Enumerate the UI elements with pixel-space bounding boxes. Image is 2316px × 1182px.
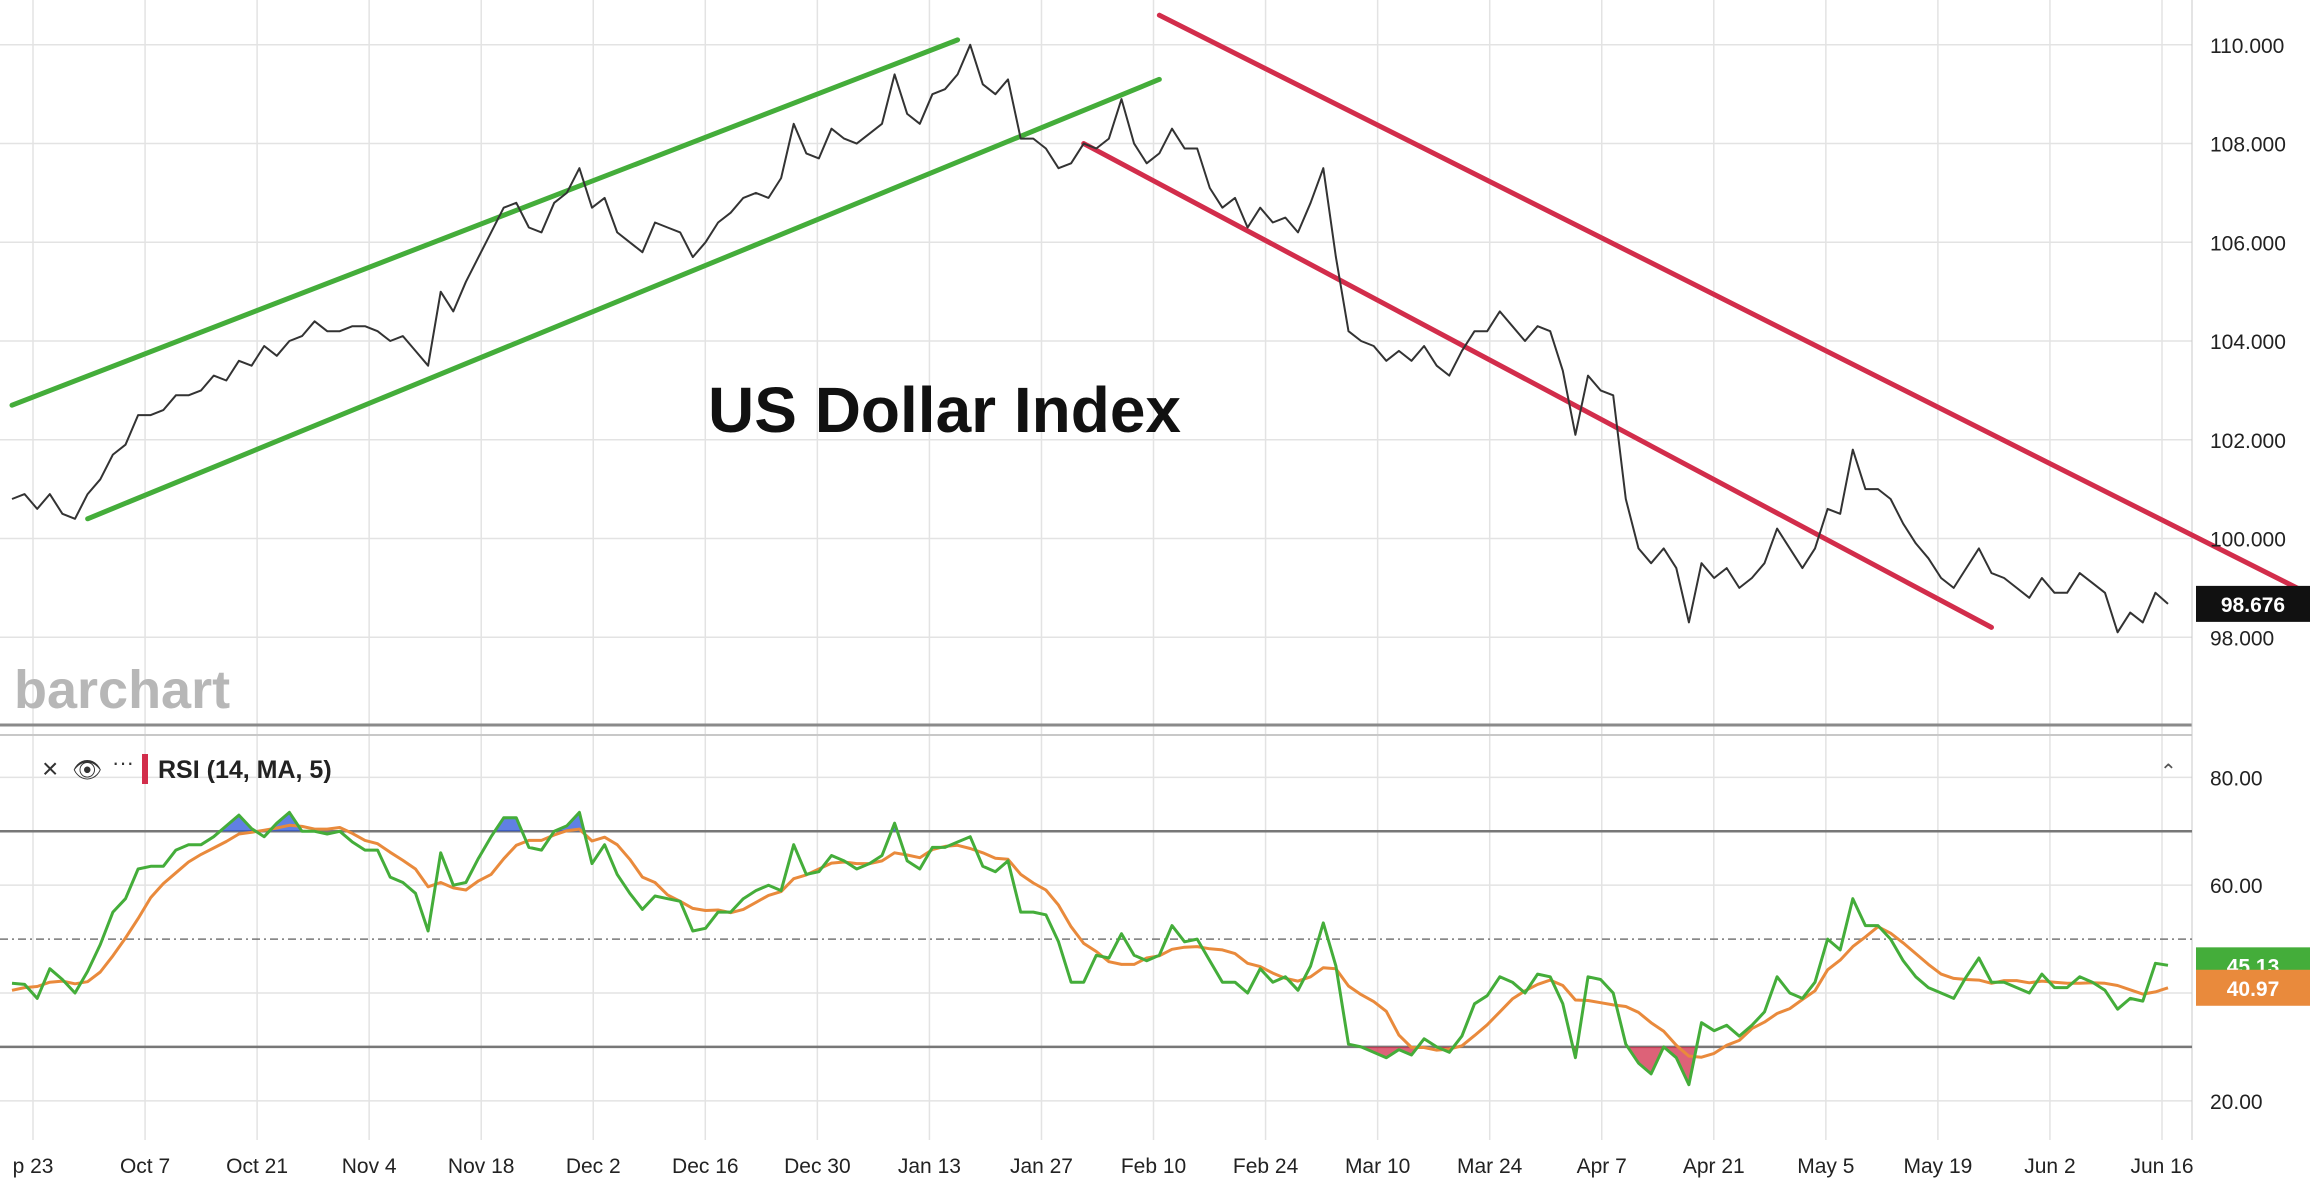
channel-line [9,37,961,408]
x-tick-label: Mar 24 [1457,1155,1523,1178]
price-last-value-bg [2196,585,2310,622]
channel-line [85,76,1162,522]
x-tick-label: May 19 [1903,1155,1972,1178]
x-tick-label: Oct 7 [120,1155,170,1178]
x-tick-label: Jun 16 [2130,1155,2193,1178]
rsi-level-lines [0,830,2192,1049]
x-axis-ticks: p 23 Oct 7 Oct 21 Nov 4 Nov 18 Dec 2 Dec 16 Dec… [13,1155,2194,1178]
x-tick-label: Apr 7 [1577,1155,1627,1178]
overbought-fill [220,815,256,832]
x-tick-label: May 5 [1797,1155,1854,1178]
x-tick-label: p 23 [13,1155,54,1178]
rsi-line [11,810,2169,1087]
close-indicator-button[interactable]: × [42,753,58,784]
brand-logo: barchart [14,660,230,720]
eye-icon[interactable]: 👁 [72,756,102,784]
oversold-fill [1627,1046,1664,1074]
x-tick-label: Dec 2 [566,1155,621,1178]
x-tick-label: Mar 10 [1345,1155,1410,1178]
rsi-tick-label: 60.00 [2210,875,2263,898]
price-last-value: 98.676 [2221,594,2285,617]
price-tick-label: 110.000 [2210,35,2284,58]
x-tick-label: Nov 18 [448,1155,515,1178]
rsi-color-swatch [142,754,148,784]
x-tick-label: Jan 13 [898,1155,961,1178]
rsi-indicator-label: RSI (14, MA, 5) [158,756,332,784]
price-tick-label: 106.000 [2210,232,2286,255]
price-line [11,43,2169,634]
grid-lines [0,0,2192,1140]
price-tick-label: 100.000 [2210,529,2286,552]
price-tick-label: 108.000 [2210,134,2286,157]
rsi-tick-label: 80.00 [2210,767,2263,790]
x-tick-label: Oct 21 [226,1155,288,1178]
rsi-tick-label: 20.00 [2210,1091,2263,1114]
rsi-series [11,810,2169,1087]
x-tick-label: Jan 27 [1010,1155,1073,1178]
chart-title: US Dollar Index [708,374,1181,446]
x-tick-label: Feb 24 [1233,1155,1299,1178]
price-tick-label: 102.000 [2210,430,2286,453]
price-tick-label: 98.000 [2210,627,2274,650]
more-options-button[interactable]: ··· [112,750,134,775]
x-tick-label: Apr 21 [1683,1155,1745,1178]
x-tick-label: Jun 2 [2024,1155,2075,1178]
channel-line [1081,141,1994,630]
x-tick-label: Dec 16 [672,1155,739,1178]
collapse-panel-icon[interactable]: ⌃ [2160,759,2177,783]
rsi-ma-line [11,823,2169,1059]
rsi-ma-last-value-bg [2196,969,2310,1006]
price-series [11,43,2169,634]
price-tick-label: 104.000 [2210,331,2286,354]
trend-channels [9,12,2310,630]
x-tick-label: Nov 4 [342,1155,397,1178]
x-tick-label: Dec 30 [784,1155,851,1178]
rsi-ma-last-value: 40.97 [2227,978,2280,1001]
channel-line [1156,12,2310,596]
oversold-fill [1361,1046,1418,1058]
x-tick-label: Feb 10 [1121,1155,1186,1178]
